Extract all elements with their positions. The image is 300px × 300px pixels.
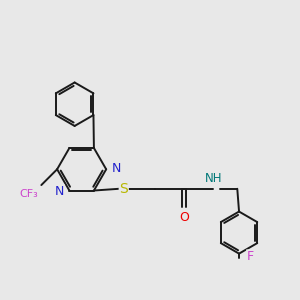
Text: N: N — [111, 162, 121, 175]
Text: N: N — [55, 185, 64, 198]
Text: O: O — [179, 211, 189, 224]
Text: S: S — [119, 182, 128, 196]
Text: CF₃: CF₃ — [19, 189, 38, 199]
Text: NH: NH — [205, 172, 222, 185]
Text: F: F — [247, 250, 254, 263]
